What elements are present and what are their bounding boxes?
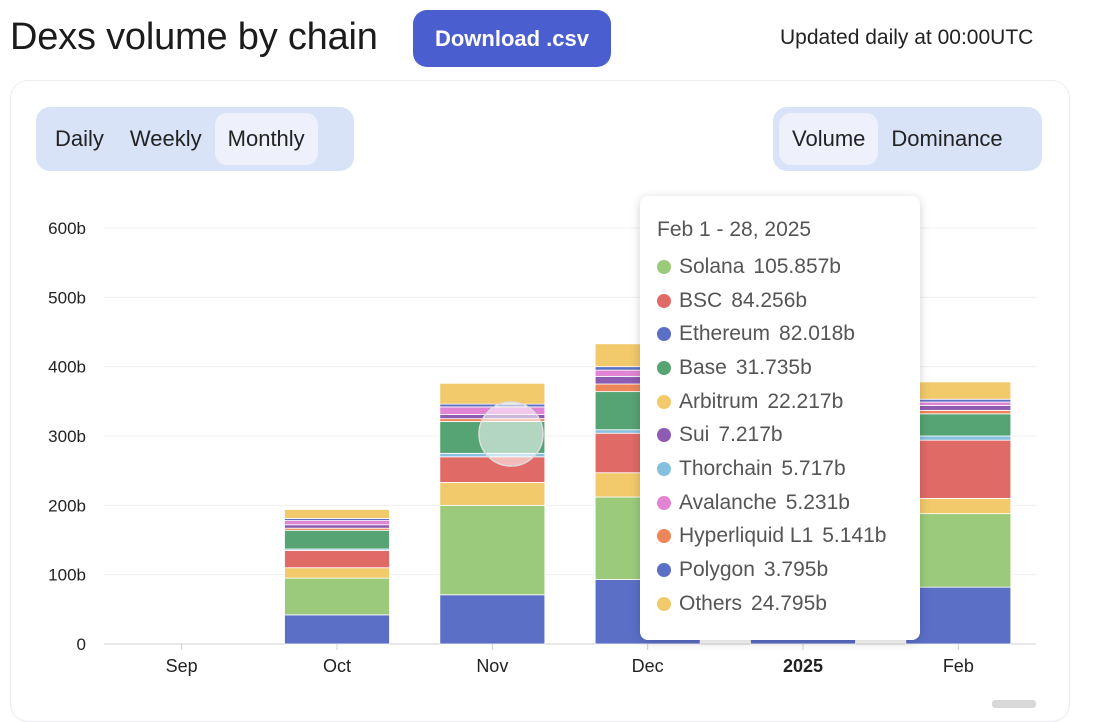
bar-segment [439,382,546,405]
tooltip-series-value: 31.735b [735,355,812,379]
x-tick-label: Feb [943,656,974,676]
legend-dot-icon [657,428,671,443]
bar-segment [284,529,390,550]
tooltip-series-name: Thorchain [679,456,773,480]
tooltip-row: Others 24.795b [657,587,920,621]
metric-dominance-option[interactable]: Dominance [891,126,1003,151]
bar-segment [905,497,1012,515]
bar-segment [284,577,390,616]
tooltip-row: Solana 105.857b [657,250,920,284]
tooltip-series-value: 3.795b [763,558,829,582]
stacked-bar-chart: 0 100b 200b 300b 400b 500b 600b Sep Oct Nov Dec 202… [48,219,1036,676]
metric-toggle: Volume Dominance [773,107,1042,171]
metric-volume-option[interactable]: Volume [779,113,879,165]
legend-dot-icon [657,596,671,611]
bar-segment [905,401,1012,406]
legend-dot-icon [657,394,671,409]
bar-segment [905,413,1012,437]
tooltip-series-value: 5.231b [785,490,850,514]
tooltip-series-value: 7.217b [718,423,783,447]
download-csv-button[interactable]: Download .csv [413,10,611,67]
tooltip-series-value: 24.795b [751,591,827,615]
tooltip-row: Arbitrum 22.217b [657,385,920,419]
x-tick-label: 2025 [783,656,823,676]
chart-tooltip: Feb 1 - 28, 2025 Solana 105.857b BSC 84.256… [640,196,920,640]
bar-segment [284,550,390,569]
bar-segment [905,381,1012,400]
x-tick-label: Nov [476,656,508,676]
scrollbar-handle[interactable] [992,700,1036,708]
tooltip-series-name: Hyperliquid L1 [679,524,814,548]
tooltip-series-value: 5.141b [822,524,887,548]
tooltip-series-name: Others [679,591,743,615]
tooltip-row: Avalanche 5.231b [657,486,920,520]
tooltip-row: Thorchain 5.717b [657,452,920,486]
bar-segment [439,594,546,645]
tooltip-series-value: 105.857b [753,254,841,278]
legend-dot-icon [657,495,671,510]
watermark-logo-icon [478,401,544,467]
y-tick-label: 500b [48,288,86,307]
tooltip-series-name: Solana [679,254,745,278]
bar-segment [284,567,390,579]
x-tick-label: Dec [632,656,664,676]
bar-segment [284,524,390,529]
page-title: Dexs volume by chain [10,16,378,58]
tooltip-row: Polygon 3.795b [657,553,920,587]
period-daily-option[interactable]: Daily [55,126,104,151]
legend-dot-icon [657,327,671,342]
bar-segment [284,520,390,526]
tooltip-series-name: Arbitrum [679,389,759,413]
bar-segment [284,509,390,519]
y-tick-label: 300b [48,427,86,446]
legend-dot-icon [657,563,671,578]
tooltip-series-name: BSC [679,288,723,312]
legend-dot-icon [657,529,671,544]
tooltip-series-name: Base [679,355,727,379]
tooltip-series-value: 84.256b [731,288,808,312]
tooltip-row: Sui 7.217b [657,418,920,452]
legend-dot-icon [657,259,671,274]
y-tick-label: 100b [48,566,86,585]
tooltip-row: BSC 84.256b [657,284,920,318]
tooltip-series-name: Sui [679,423,710,447]
legend-dot-icon [657,360,671,375]
tooltip-series-value: 5.717b [781,456,846,480]
tooltip-row: Hyperliquid L1 5.141b [657,520,920,554]
bar-segment [905,435,1012,441]
bar-segment [439,482,546,506]
bar-segment [905,398,1012,403]
period-monthly-option[interactable]: Monthly [214,113,318,165]
bar-segment [905,513,1012,588]
tooltip-series-name: Ethereum [679,322,771,346]
period-weekly-option[interactable]: Weekly [129,126,202,151]
tooltip-row: Base 31.735b [657,351,920,385]
x-tick-label: Oct [323,656,351,676]
y-tick-label: 0 [77,635,86,654]
bar-segment [439,403,546,408]
bar-segment [905,405,1012,411]
update-schedule-text: Updated daily at 00:00UTC [780,26,1034,49]
tooltip-date: Feb 1 - 28, 2025 [657,218,812,241]
bar-segment [905,409,1012,415]
bar-segment [905,586,1012,645]
bar-segment [284,614,390,645]
tooltip-series-name: Polygon [679,558,755,582]
y-tick-label: 400b [48,358,86,377]
tooltip-series-value: 22.217b [767,389,844,413]
tooltip-row: Ethereum 82.018b [657,317,920,351]
legend-dot-icon [657,293,671,308]
y-tick-label: 200b [48,496,86,515]
period-toggle: Daily Weekly Monthly [36,107,354,171]
y-tick-label: 600b [48,219,86,238]
bar-segment [905,439,1012,499]
tooltip-series-value: 82.018b [779,322,855,346]
bar-segment [439,504,546,596]
tooltip-series-name: Avalanche [679,490,777,514]
x-tick-label: Sep [166,656,198,676]
legend-dot-icon [657,461,671,476]
